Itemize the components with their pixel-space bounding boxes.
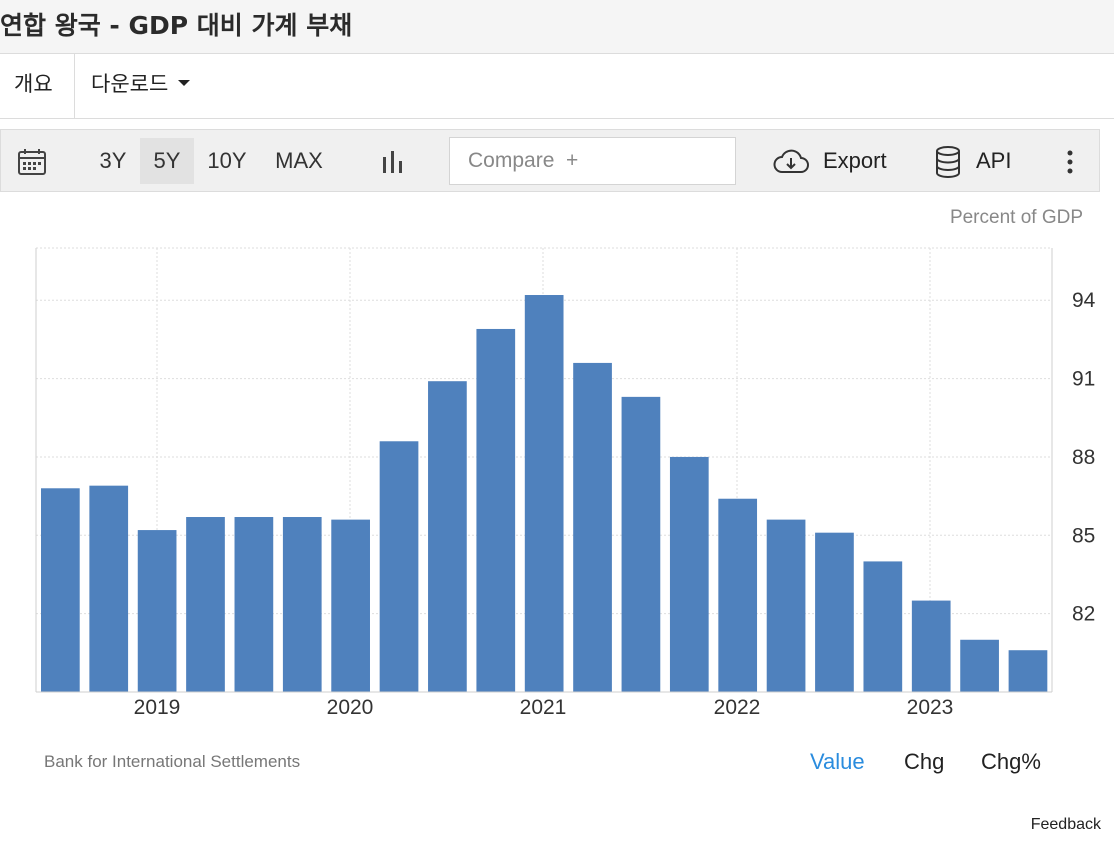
export-button[interactable]: Export [823, 148, 887, 173]
chart-axes [35, 248, 1053, 693]
tab-download-label: 다운로드 [91, 72, 169, 96]
mode-value-button[interactable]: Value [810, 749, 865, 774]
bar[interactable] [379, 441, 419, 692]
chart-toolbar: 3Y 5Y 10Y MAX Export API [0, 129, 1100, 192]
source-label: Bank for International Settlements [44, 752, 301, 771]
feedback-link[interactable]: Feedback [1030, 816, 1101, 833]
bar[interactable] [669, 456, 709, 692]
bar[interactable] [234, 517, 274, 692]
bar[interactable] [718, 498, 758, 692]
compare-field[interactable] [449, 137, 739, 185]
y-tick-label: 88 [1072, 446, 1095, 469]
x-tick-label: 2019 [134, 696, 181, 719]
bar-chart: 82 85 88 91 94 2019 2020 2021 2022 2023 [35, 247, 1096, 719]
bar[interactable] [863, 561, 903, 692]
y-tick-label: 91 [1072, 368, 1095, 391]
bar[interactable] [815, 532, 854, 692]
tab-overview[interactable]: 개요 [14, 54, 75, 118]
bar[interactable] [766, 519, 806, 692]
y-tick-label: 82 [1072, 603, 1095, 626]
calendar-icon[interactable] [17, 147, 47, 177]
chart-tick-labels: 82 85 88 91 94 2019 2020 2021 2022 2023 [134, 289, 1096, 719]
mode-chg-percent-button[interactable]: Chg% [981, 749, 1041, 774]
bar[interactable] [89, 485, 129, 692]
bar[interactable] [137, 530, 177, 692]
bar[interactable] [41, 488, 80, 692]
mode-chg-button[interactable]: Chg [904, 749, 945, 774]
range-max-button[interactable]: MAX [275, 148, 323, 173]
tab-download[interactable]: 다운로드 [91, 54, 191, 118]
bar[interactable] [476, 328, 516, 692]
cloud-download-icon[interactable] [772, 149, 810, 175]
bar[interactable] [960, 639, 999, 692]
y-tick-label: 94 [1072, 289, 1096, 312]
database-icon[interactable] [935, 146, 961, 178]
y-tick-label: 85 [1072, 524, 1095, 547]
range-10y-button[interactable]: 10Y [207, 148, 247, 173]
bar[interactable] [282, 517, 322, 692]
bar[interactable] [524, 295, 564, 692]
bar[interactable] [331, 519, 370, 692]
bar[interactable] [621, 396, 661, 692]
chart-bars [41, 295, 1048, 692]
range-5y-button[interactable]: 5Y [140, 138, 194, 184]
bar[interactable] [1008, 650, 1048, 692]
range-3y-button[interactable]: 3Y [99, 148, 127, 173]
compare-input[interactable] [466, 148, 739, 174]
chart-unit-label: Percent of GDP [949, 207, 1083, 228]
bar[interactable] [573, 362, 612, 692]
x-tick-label: 2023 [907, 696, 954, 719]
bar[interactable] [186, 517, 225, 692]
api-button[interactable]: API [976, 148, 1012, 173]
page-title: 연합 왕국 - GDP 대비 가계 부채 [0, 11, 353, 40]
more-vertical-icon[interactable] [1063, 150, 1077, 174]
title-bar: 연합 왕국 - GDP 대비 가계 부채 [0, 0, 1114, 54]
bar[interactable] [911, 600, 951, 692]
x-tick-label: 2020 [327, 696, 374, 719]
x-tick-label: 2022 [714, 696, 761, 719]
bar-chart-icon[interactable] [381, 149, 405, 175]
x-tick-label: 2021 [520, 696, 567, 719]
caret-down-icon [178, 80, 191, 86]
tabs-row: 개요 다운로드 [0, 54, 1114, 119]
bar[interactable] [428, 381, 467, 692]
